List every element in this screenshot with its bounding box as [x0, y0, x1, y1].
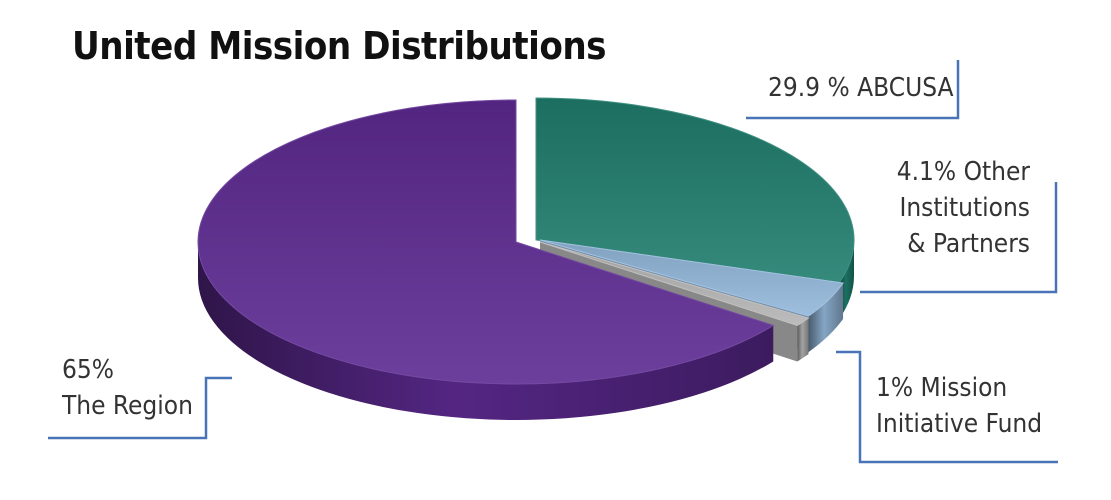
leader-other-institutions — [860, 182, 1058, 294]
label-other-line-1: 4.1% Other — [896, 157, 1030, 187]
label-abcusa-line-1: 29.9 % ABCUSA — [768, 73, 954, 103]
label-the-region: 65% The Region — [62, 352, 193, 424]
label-other-line-2: Institutions — [899, 193, 1030, 223]
leader-the-region — [48, 376, 232, 440]
label-other-institutions: 4.1% Other Institutions & Partners — [880, 154, 1030, 262]
label-mission-line-2: Initiative Fund — [876, 409, 1043, 439]
leader-mission-initiative — [836, 350, 1058, 464]
label-other-line-3: & Partners — [907, 229, 1030, 259]
label-abcusa: 29.9 % ABCUSA — [768, 70, 954, 106]
slice-the-region — [197, 99, 775, 420]
label-mission-line-1: 1% Mission — [876, 373, 1008, 403]
label-region-line-1: 65% — [62, 355, 114, 385]
leader-abcusa — [746, 60, 960, 120]
label-region-line-2: The Region — [62, 391, 193, 421]
chart-title: United Mission Distributions — [72, 24, 607, 68]
label-mission-initiative: 1% Mission Initiative Fund — [876, 370, 1042, 442]
